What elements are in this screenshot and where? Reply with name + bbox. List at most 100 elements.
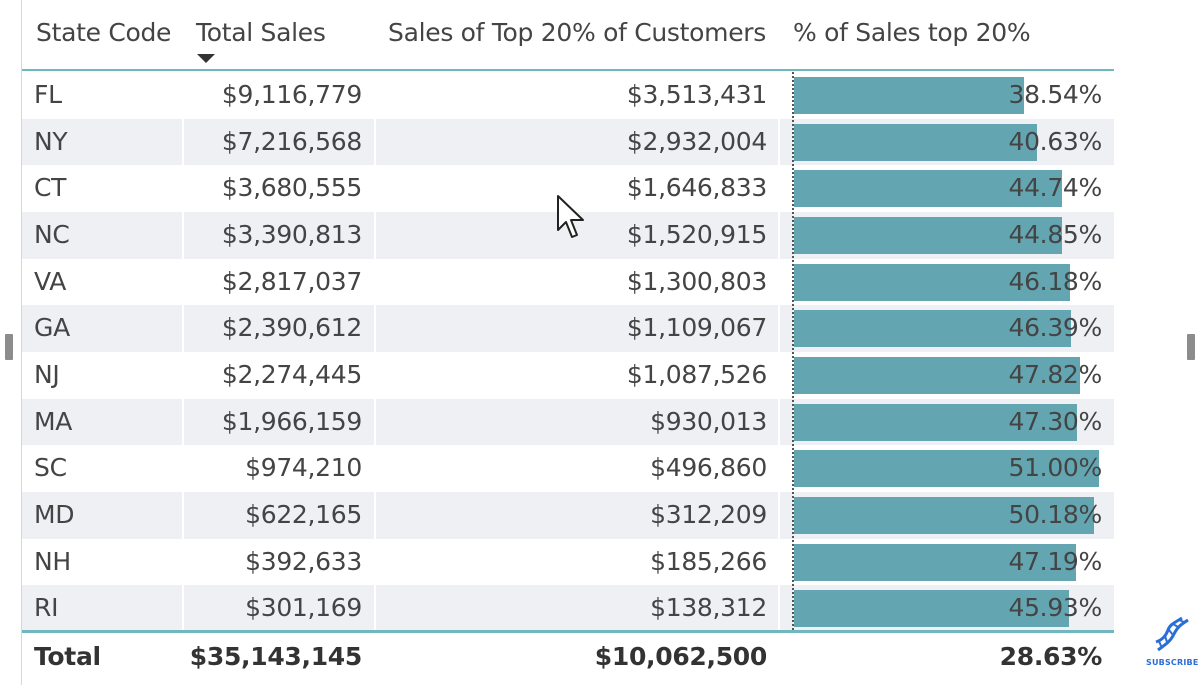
pct-data-bar xyxy=(794,450,1099,488)
column-divider xyxy=(374,212,376,259)
table-row[interactable]: FL $9,116,779 $3,513,431 38.54% xyxy=(22,72,1114,119)
top20-sales-cell: $185,266 xyxy=(650,546,767,576)
column-divider xyxy=(778,398,780,446)
total-divider xyxy=(22,630,1114,633)
pct-top20-cell: 47.30% xyxy=(1008,406,1102,436)
total-row: Total $35,143,145 $10,062,500 28.63% xyxy=(22,634,1114,680)
column-divider xyxy=(182,585,184,633)
column-divider xyxy=(374,398,376,446)
table-row[interactable]: CT $3,680,555 $1,646,833 44.74% xyxy=(22,165,1114,212)
pct-top20-cell: 51.00% xyxy=(1008,453,1102,483)
visual-left-border xyxy=(4,0,22,685)
pct-top20-cell: 45.93% xyxy=(1008,593,1102,623)
column-divider xyxy=(182,445,184,493)
column-divider xyxy=(778,118,780,166)
state-code-cell: RI xyxy=(34,593,59,623)
column-divider xyxy=(374,538,376,586)
pct-top20-cell: 47.82% xyxy=(1008,360,1102,390)
total-sales-cell: $974,210 xyxy=(245,453,362,483)
state-code-cell: CT xyxy=(34,173,67,203)
total-sales-cell: $3,680,555 xyxy=(221,173,362,203)
resize-handle-left[interactable] xyxy=(5,334,13,360)
column-divider xyxy=(778,305,780,352)
total-sales-cell: $301,169 xyxy=(245,593,362,623)
top20-sales-cell: $1,300,803 xyxy=(626,266,767,296)
table-row[interactable]: SC $974,210 $496,860 51.00% xyxy=(22,445,1114,493)
column-divider xyxy=(778,492,780,539)
state-code-cell: NC xyxy=(34,220,70,249)
pct-top20-cell: 47.19% xyxy=(1008,546,1102,576)
state-code-cell: VA xyxy=(34,266,67,296)
total-sales-cell: $2,390,612 xyxy=(221,313,362,343)
column-divider xyxy=(374,258,376,306)
total-sales-cell: $392,633 xyxy=(245,546,362,576)
column-divider xyxy=(778,445,780,493)
column-divider xyxy=(778,352,780,399)
state-code-cell: NH xyxy=(34,546,71,576)
top20-sales-cell: $496,860 xyxy=(650,453,767,483)
column-divider xyxy=(182,165,184,212)
pct-top20-cell: 40.63% xyxy=(1008,126,1102,156)
column-divider xyxy=(374,165,376,212)
table-row[interactable]: VA $2,817,037 $1,300,803 46.18% xyxy=(22,258,1114,306)
column-divider xyxy=(182,212,184,259)
pct-data-bar xyxy=(794,263,1071,301)
total-sales-cell: $3,390,813 xyxy=(221,220,362,249)
top20-sales-cell: $3,513,431 xyxy=(626,80,767,109)
state-code-cell: GA xyxy=(34,313,70,343)
table-row[interactable]: MA $1,966,159 $930,013 47.30% xyxy=(22,398,1114,446)
column-divider xyxy=(778,212,780,259)
top20-sales-cell: $312,209 xyxy=(650,500,767,530)
pct-data-bar xyxy=(794,403,1077,441)
column-header-top20-sales[interactable]: Sales of Top 20% of Customers xyxy=(388,18,766,47)
column-divider xyxy=(374,445,376,493)
top20-sales-cell: $1,109,067 xyxy=(626,313,767,343)
dna-icon xyxy=(1155,616,1189,652)
table-row[interactable]: GA $2,390,612 $1,109,067 46.39% xyxy=(22,305,1114,352)
column-header-total-sales[interactable]: Total Sales xyxy=(196,18,326,47)
pct-top20-cell: 44.85% xyxy=(1008,220,1102,249)
column-divider xyxy=(182,118,184,166)
total-sales-cell: $1,966,159 xyxy=(221,406,362,436)
pct-data-bar xyxy=(794,170,1062,208)
table-row[interactable]: MD $622,165 $312,209 50.18% xyxy=(22,492,1114,539)
pct-top20-cell: 46.39% xyxy=(1008,313,1102,343)
table-row[interactable]: NH $392,633 $185,266 47.19% xyxy=(22,538,1114,586)
pct-data-bar xyxy=(794,357,1080,395)
pct-data-bar xyxy=(794,77,1025,114)
total-sales-value: $35,143,145 xyxy=(189,642,363,671)
table-row[interactable]: NY $7,216,568 $2,932,004 40.63% xyxy=(22,118,1114,166)
column-header-state-code[interactable]: State Code xyxy=(36,18,172,47)
top20-sales-cell: $2,932,004 xyxy=(626,126,767,156)
pct-data-bar xyxy=(794,310,1072,348)
pct-data-bar xyxy=(794,123,1037,161)
pct-top20-cell: 44.74% xyxy=(1008,173,1102,203)
top20-sales-cell: $138,312 xyxy=(650,593,767,623)
column-divider xyxy=(374,118,376,166)
column-divider xyxy=(374,72,376,119)
state-code-cell: MD xyxy=(34,500,75,530)
top20-sales-cell: $1,520,915 xyxy=(626,220,767,249)
pct-data-bar xyxy=(794,543,1077,581)
column-header-pct-top20[interactable]: % of Sales top 20% xyxy=(793,18,1031,47)
pct-data-bar xyxy=(794,217,1063,254)
table-row[interactable]: RI $301,169 $138,312 45.93% xyxy=(22,585,1114,633)
column-divider xyxy=(778,72,780,119)
total-sales-cell: $2,817,037 xyxy=(221,266,362,296)
column-divider xyxy=(182,492,184,539)
pct-data-bar xyxy=(794,590,1069,628)
column-divider xyxy=(374,492,376,539)
total-label: Total xyxy=(34,642,101,671)
total-top20-value: $10,062,500 xyxy=(594,642,768,671)
sort-descending-icon[interactable] xyxy=(197,54,215,63)
top20-sales-cell: $1,646,833 xyxy=(626,173,767,203)
top20-sales-cell: $930,013 xyxy=(650,406,767,436)
pct-top20-cell: 46.18% xyxy=(1008,266,1102,296)
table-row[interactable]: NJ $2,274,445 $1,087,526 47.82% xyxy=(22,352,1114,399)
resize-handle-right[interactable] xyxy=(1187,334,1195,360)
subscribe-badge[interactable]: SUBSCRIBE xyxy=(1146,616,1198,672)
total-pct-value: 28.63% xyxy=(999,642,1103,671)
column-divider xyxy=(778,538,780,586)
state-code-cell: MA xyxy=(34,406,73,436)
bar-axis-line xyxy=(792,72,794,630)
